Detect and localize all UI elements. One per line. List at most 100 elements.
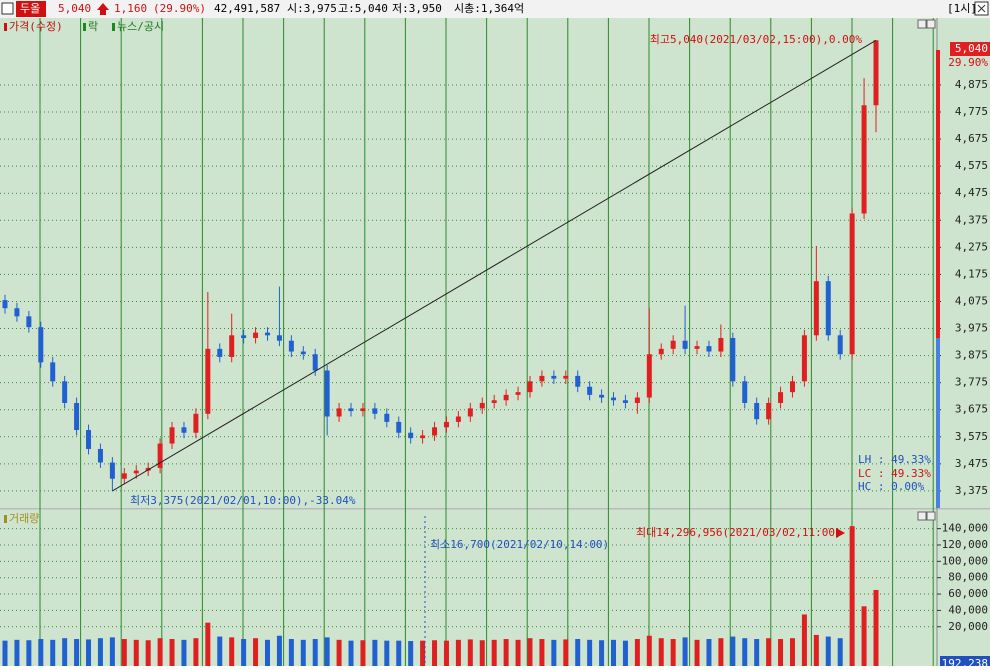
candle-body <box>205 348 211 414</box>
low-annotation: 최저3,375(2021/02/01,10:00),-33.04% <box>130 494 356 507</box>
volume-bar <box>611 639 617 666</box>
low: 저:3,950 <box>392 2 442 15</box>
candle-body <box>658 348 664 355</box>
volume-bar <box>539 639 545 666</box>
last-pct: 29.90% <box>948 56 988 69</box>
candle-body <box>861 105 867 214</box>
legend-entry: 뉴스/공시 <box>117 20 164 33</box>
volume-bar <box>396 640 402 666</box>
candle-body <box>527 381 533 393</box>
volume-bar <box>754 639 760 666</box>
candle-body <box>312 354 318 371</box>
volume-bar <box>50 639 56 666</box>
volume-bar <box>718 638 724 666</box>
candle-body <box>742 381 748 403</box>
volume-bar <box>813 634 819 666</box>
volume-bar <box>62 638 68 666</box>
candle-body <box>38 327 44 363</box>
candle-body <box>14 308 20 317</box>
y-tick-label: 4,575 <box>955 159 988 172</box>
candle-body <box>646 354 652 398</box>
candle-body <box>503 394 509 401</box>
volume-bar <box>2 640 8 666</box>
period[interactable]: [1시] <box>947 2 977 15</box>
trend-line <box>112 39 877 492</box>
candle-body <box>813 281 819 336</box>
y-tick-label: 3,575 <box>955 430 988 443</box>
min-annotation: 최소16,700(2021/02/10,14:00) <box>430 538 609 551</box>
up-arrow <box>97 3 109 15</box>
candle-body <box>443 421 449 428</box>
volume-bar <box>312 639 318 666</box>
candle-body <box>778 392 784 403</box>
marks: 3,375 3,475 3,575 3,675 3,775 3,875 3,975 4,075… <box>0 39 988 666</box>
y-tick-label: 4,275 <box>955 240 988 253</box>
candle-body <box>62 381 68 403</box>
pane-button[interactable] <box>917 19 927 29</box>
y-tick-label: 4,475 <box>955 186 988 199</box>
candle-body <box>801 335 807 382</box>
volume-bar <box>157 638 163 666</box>
candle-body <box>479 402 485 409</box>
candle-body <box>396 421 402 433</box>
volume-bar <box>599 640 605 666</box>
volume-bar <box>205 622 211 666</box>
candle-body <box>455 416 461 422</box>
header-bar <box>0 0 990 18</box>
y-tick-label: 60,000 <box>948 587 988 600</box>
volume-bar <box>587 639 593 666</box>
candle-body <box>563 375 569 379</box>
volume-bar <box>706 639 712 666</box>
volume-bar <box>86 639 92 666</box>
volume-bar <box>861 606 867 666</box>
candle-body <box>288 340 294 352</box>
candle-body <box>50 362 56 382</box>
volume-bar <box>217 636 223 666</box>
volume-bar <box>479 640 485 666</box>
candle-body <box>229 335 235 357</box>
max-annotation: 최대14,296,956(2021/03/02,11:00) <box>636 526 842 539</box>
volume-bar <box>372 639 378 666</box>
candle-body <box>97 448 103 463</box>
candle-body <box>217 348 223 357</box>
volume-bar <box>38 639 44 666</box>
candle-body <box>336 408 342 417</box>
volume-bar <box>694 639 700 666</box>
y-tick-label: 100,000 <box>942 554 988 567</box>
y-tick-label: 80,000 <box>948 571 988 584</box>
candle-body <box>253 332 259 339</box>
volume-bar <box>503 639 509 666</box>
volume-bar <box>121 639 127 666</box>
candle-body <box>86 430 92 449</box>
volume-bar <box>825 636 831 666</box>
candle-body <box>789 381 795 393</box>
pane-button[interactable] <box>917 511 927 521</box>
volume-bar <box>789 638 795 666</box>
legend-marker <box>4 23 7 31</box>
volume-bar <box>169 639 175 666</box>
volume-bar <box>145 640 151 666</box>
volume-title: 거래량 <box>9 512 39 525</box>
volume: 42,491,587 <box>214 2 280 15</box>
volume-bar <box>837 638 843 666</box>
pane-button[interactable] <box>926 511 936 521</box>
candle-body <box>324 370 330 417</box>
volume-bar <box>229 637 235 666</box>
volume-bar <box>26 640 32 666</box>
volume-bar <box>443 640 449 666</box>
volume-bar <box>730 636 736 666</box>
legend-marker <box>4 515 7 523</box>
pane-button[interactable] <box>926 19 936 29</box>
volume-bar <box>97 638 103 666</box>
volume-bar <box>181 639 187 666</box>
last-volume-box <box>940 656 990 668</box>
volume-bar <box>408 641 414 666</box>
candle-body <box>515 392 521 395</box>
candle-body <box>599 394 605 398</box>
candle-body <box>26 316 32 328</box>
y-tick-label: 3,875 <box>955 349 988 362</box>
checkbox[interactable] <box>1 2 14 15</box>
price: 5,040 <box>58 2 91 15</box>
candle-body <box>491 400 497 403</box>
